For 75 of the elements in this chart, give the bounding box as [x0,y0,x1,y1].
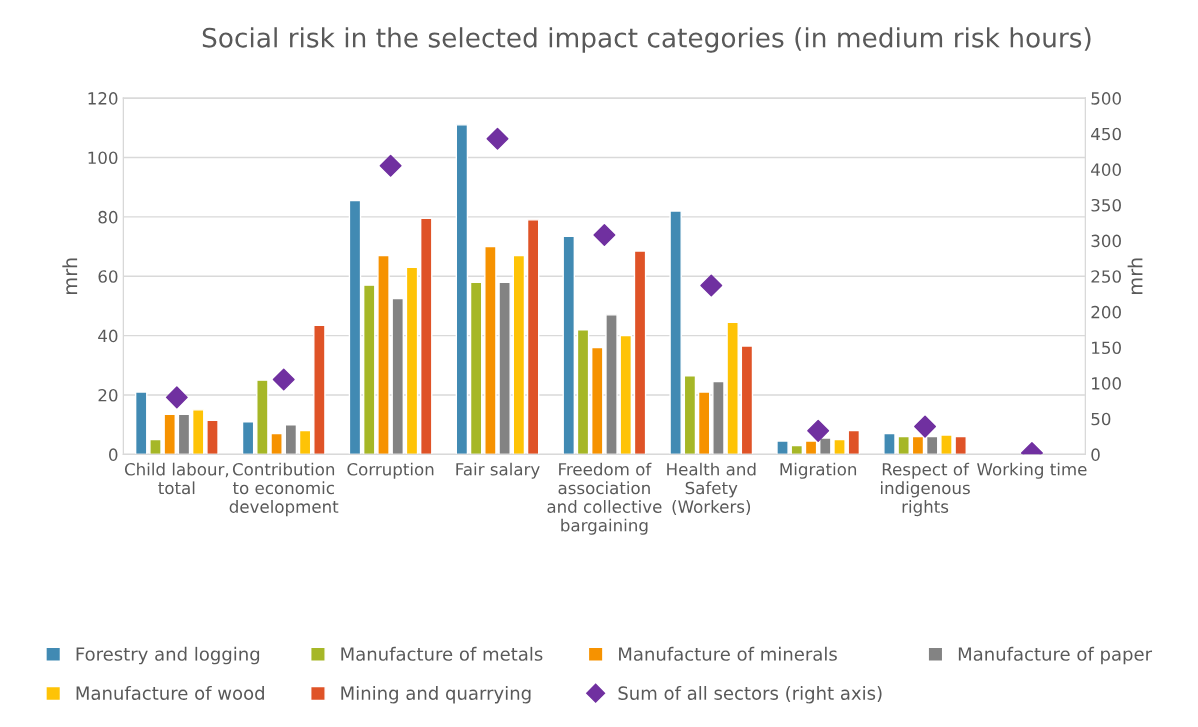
y2-tick-label: 50 [1091,412,1111,426]
x-tick-label: Corruption [347,462,434,479]
y2-tick-label: 400 [1091,163,1121,176]
y2-tick-label: 150 [1092,341,1121,355]
y-tick-label: 0 [109,448,118,461]
bar [206,419,219,455]
bar [562,235,576,455]
legend-label: Manufacture of wood [76,686,264,700]
point [165,386,188,409]
bar [455,124,469,455]
x-tick-label: Migration [780,462,857,479]
legend-label: Sum of all sectors (right axis) [618,686,882,704]
y-tick-label: 80 [98,210,118,224]
point [914,415,937,438]
bar [241,421,255,455]
bar [576,328,590,455]
x-tick-label: Freedom of association and collective bargaining [547,462,662,535]
legend-label: Mining and quarrying [341,686,531,704]
y-tick-label: 60 [98,270,118,283]
y-tick-label: 100 [88,151,118,165]
bar [177,413,191,455]
bar [911,435,925,455]
x-tick-label: Working time [977,462,1087,479]
chart-title: Social risk in the selected impact categories (in medium risk hours) [202,27,1091,53]
bar [405,266,419,455]
legend-label: Manufacture of minerals [619,646,837,661]
y2-tick-label: 300 [1091,234,1121,248]
point [700,274,723,297]
bar [740,345,754,455]
x-tick-label: Fair salary [456,462,540,479]
x-tick-label: Health and Safety (Workers) [667,462,756,515]
point [379,154,402,177]
point [486,127,509,150]
legend-label: Forestry and logging [76,646,260,665]
point [807,419,830,442]
bar [683,375,697,455]
bar [619,334,633,455]
bar [298,429,312,455]
x-tick-label: Respect of indigenous rights [881,462,970,517]
bar [362,284,376,455]
x-tick-label: Contribution to economic development [229,462,339,517]
legend-label: Manufacture of metals [341,646,543,661]
bar [925,435,939,455]
bar [191,409,205,455]
y2-tick-label: 0 [1091,448,1100,461]
y2-tick-label: 200 [1091,305,1121,319]
bar [313,324,326,455]
legend-label: Manufacture of paper [958,646,1153,665]
y-tick-label: 20 [98,388,118,402]
bar [790,444,804,455]
point [593,223,616,246]
bar [804,440,818,455]
bar [669,210,682,455]
bar [512,254,526,455]
bar [419,217,433,455]
bar [284,423,298,455]
bar [776,440,789,455]
y-tick-label: 40 [98,329,118,343]
bar [697,391,711,455]
bar [469,281,483,455]
y2-tick-label: 450 [1091,127,1121,141]
bar [134,391,148,455]
x-tick-label: Child labour, total [124,462,229,495]
y2-axis-title: mrh [1127,258,1143,294]
y2-tick-label: 500 [1091,92,1121,105]
point [272,368,295,391]
bar [847,429,861,455]
y-axis-title: mrh [62,258,78,294]
y2-tick-label: 100 [1092,377,1121,390]
bar [526,219,540,455]
y2-tick-label: 250 [1091,270,1121,283]
bar [633,250,647,455]
bar [348,199,362,455]
y-tick-label: 120 [88,92,118,105]
y2-tick-label: 350 [1091,198,1121,212]
